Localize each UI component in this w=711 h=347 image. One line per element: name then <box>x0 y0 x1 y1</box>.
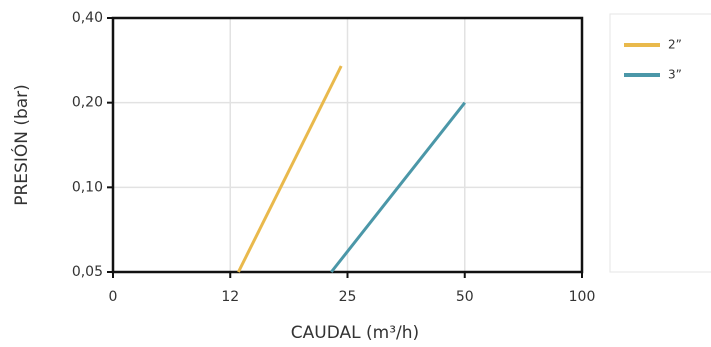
x-tick-label: 100 <box>569 289 596 305</box>
legend-box <box>609 13 711 273</box>
data-line <box>330 101 466 273</box>
x-tick-label: 0 <box>109 289 118 305</box>
data-line <box>237 65 343 273</box>
plot-frame <box>111 16 584 274</box>
y-tick-label: 0,05 <box>72 264 103 280</box>
y-tick-label: 0,20 <box>72 95 103 111</box>
x-tick-label: 25 <box>339 289 357 305</box>
y-tick-label: 0,40 <box>72 10 103 26</box>
x-axis-label: CAUDAL (m³/h) <box>291 323 419 343</box>
x-tick-label: 50 <box>456 289 474 305</box>
x-tick-label: 12 <box>221 289 239 305</box>
legend-label: 2” <box>668 38 682 52</box>
y-axis-label: PRESIÓN (bar) <box>10 84 32 206</box>
legend-label: 3” <box>668 68 682 82</box>
y-tick-label: 0,10 <box>72 179 103 195</box>
